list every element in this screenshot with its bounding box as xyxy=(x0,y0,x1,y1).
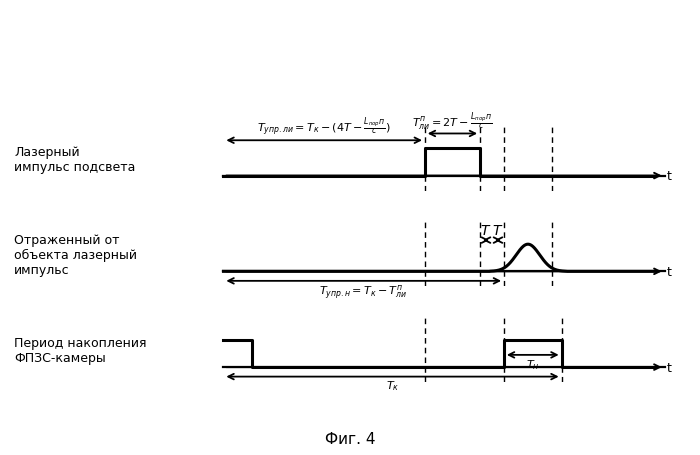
Text: $T$: $T$ xyxy=(492,224,504,238)
Text: Фиг. 4: Фиг. 4 xyxy=(325,431,375,446)
Text: t: t xyxy=(667,170,672,182)
Text: $T_к$: $T_к$ xyxy=(386,379,399,392)
Text: t: t xyxy=(667,265,672,278)
Text: $T_{упр.н} = T_к - T^п_{ли}$: $T_{упр.н} = T_к - T^п_{ли}$ xyxy=(319,283,408,301)
Text: $T$: $T$ xyxy=(480,224,491,238)
Text: $T_{упр.ли} = T_к - (4T - \frac{L_{пор}п}{c})$: $T_{упр.ли} = T_к - (4T - \frac{L_{пор}п… xyxy=(258,115,391,139)
Text: t: t xyxy=(667,361,672,374)
Text: $T_н$: $T_н$ xyxy=(526,358,540,372)
Text: Отраженный от
объекта лазерный
импульс: Отраженный от объекта лазерный импульс xyxy=(14,233,137,276)
Text: Период накопления
ФПЗС-камеры: Период накопления ФПЗС-камеры xyxy=(14,336,146,364)
Text: Лазерный
импульс подсвета: Лазерный импульс подсвета xyxy=(14,145,135,173)
Text: $T^п_{ли} = 2T - \frac{L_{пор}п}{c}$: $T^п_{ли} = 2T - \frac{L_{пор}п}{c}$ xyxy=(412,110,493,132)
